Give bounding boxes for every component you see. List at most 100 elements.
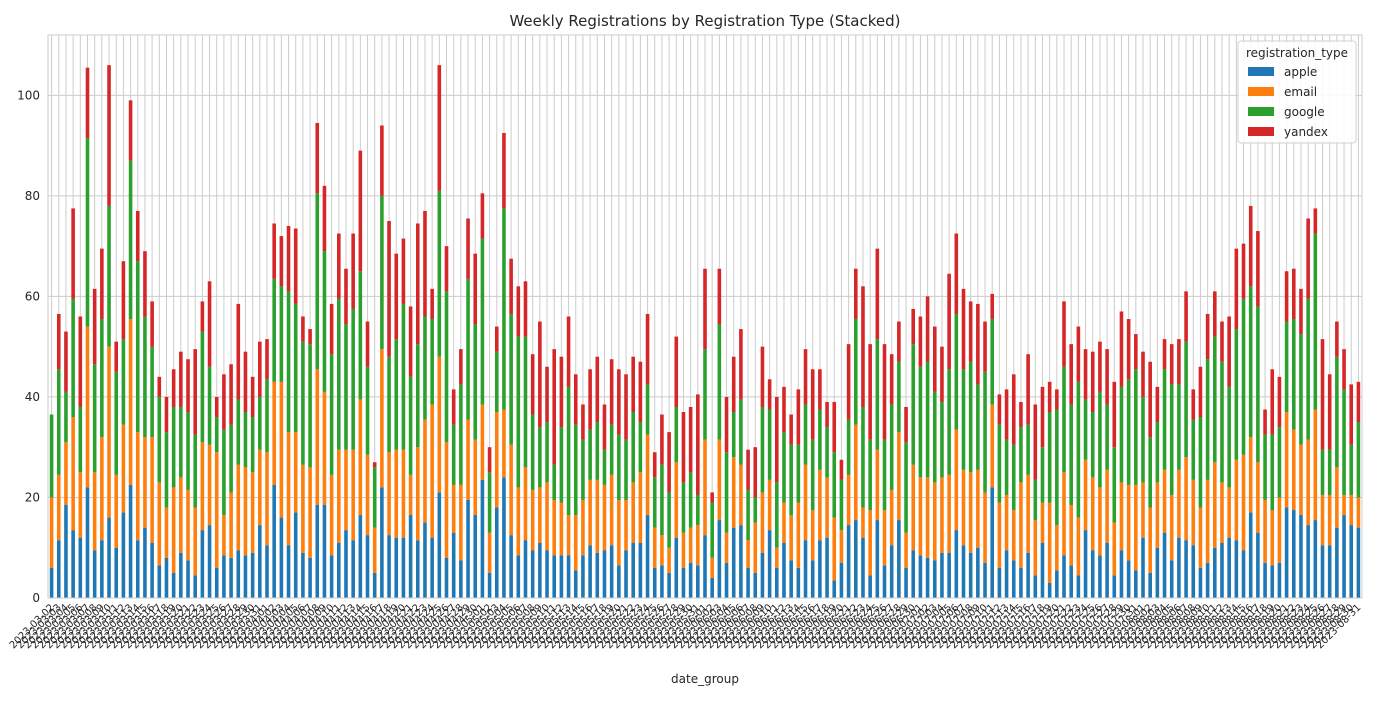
bar-segment <box>1062 366 1066 473</box>
bar-segment <box>1270 434 1275 511</box>
bar-segment <box>164 507 169 558</box>
bar-segment <box>1335 321 1339 357</box>
bar-segment <box>1356 497 1361 528</box>
bar-segment <box>645 384 650 435</box>
bar-segment <box>444 291 449 443</box>
bar-segment <box>150 301 154 347</box>
bar-segment <box>832 580 837 598</box>
bar-segment <box>696 494 700 526</box>
bar-segment <box>1277 562 1282 598</box>
bar-segment <box>135 261 140 433</box>
bar-segment <box>1356 527 1361 598</box>
bar-segment <box>1191 419 1196 480</box>
bar-segment <box>78 316 83 407</box>
bar-segment <box>250 376 255 418</box>
bar-segment <box>1019 401 1023 428</box>
bar-segment <box>516 336 521 488</box>
bar-segment <box>861 286 865 407</box>
bar-segment <box>494 351 499 413</box>
bar-segment <box>767 379 772 410</box>
bar-segment <box>538 321 542 428</box>
bar-segment <box>437 190 442 357</box>
bar-segment <box>250 552 255 598</box>
bar-segment <box>509 313 513 445</box>
bar-segment <box>1090 412 1095 478</box>
bar-segment <box>1026 424 1030 475</box>
bar-segment <box>581 499 585 556</box>
bar-segment <box>1263 409 1267 435</box>
bar-segment <box>1234 248 1239 330</box>
bar-segment <box>940 401 944 478</box>
bar-segment <box>1349 444 1354 495</box>
bar-segment <box>322 505 327 598</box>
bar-segment <box>1076 381 1081 518</box>
bar-segment <box>250 472 255 553</box>
bar-segment <box>279 381 284 518</box>
bar-segment <box>509 258 513 314</box>
bar-segment <box>329 474 334 556</box>
bar-segment <box>1227 487 1231 538</box>
bar-segment <box>1026 354 1030 425</box>
bar-segment <box>961 369 966 470</box>
bar-segment <box>437 492 442 598</box>
bar-segment <box>480 238 485 405</box>
x-axis-label: date_group <box>671 672 739 686</box>
bar-segment <box>1047 412 1052 503</box>
bar-segment <box>1213 547 1217 598</box>
bar-segment <box>932 391 937 483</box>
bar-segment <box>1134 484 1138 571</box>
bar-segment <box>1213 336 1217 463</box>
bar-segment <box>415 344 420 448</box>
bar-segment <box>222 429 226 516</box>
bar-segment <box>617 434 621 500</box>
bar-segment <box>925 477 930 558</box>
bars <box>49 65 1361 598</box>
bar-segment <box>437 65 442 191</box>
bar-segment <box>810 439 815 511</box>
bar-segment <box>1076 517 1081 576</box>
bar-segment <box>243 351 248 413</box>
legend-title: registration_type <box>1246 46 1348 60</box>
bar-segment <box>502 208 506 410</box>
bar-segment <box>1162 339 1167 370</box>
bar-segment <box>803 464 808 541</box>
bar-segment <box>92 472 97 551</box>
bar-segment <box>566 515 571 556</box>
bar-segment <box>186 412 190 490</box>
bar-segment <box>609 424 614 475</box>
bar-segment <box>947 552 951 598</box>
bar-segment <box>272 484 276 598</box>
bar-segment <box>56 474 61 541</box>
bar-segment <box>624 499 628 551</box>
bar-segment <box>918 316 923 367</box>
bar-segment <box>775 547 779 568</box>
bar-segment <box>760 346 765 407</box>
bar-segment <box>243 467 248 556</box>
bar-segment <box>1119 550 1124 598</box>
bar-segment <box>1241 550 1246 598</box>
bar-segment <box>696 525 700 566</box>
bar-segment <box>753 497 758 523</box>
bar-segment <box>394 537 399 598</box>
bar-segment <box>1148 361 1152 438</box>
bar-segment <box>1019 482 1023 568</box>
bar-segment <box>286 545 291 598</box>
bar-segment <box>222 515 226 556</box>
bar-segment <box>1134 369 1138 485</box>
bar-segment <box>523 336 528 468</box>
legend-label: email <box>1284 85 1317 99</box>
bar-segment <box>552 555 557 598</box>
bar-segment <box>272 381 276 485</box>
bar-segment <box>1069 565 1073 598</box>
bar-segment <box>1184 540 1188 598</box>
bar-segment <box>997 394 1002 425</box>
bar-segment <box>602 404 607 450</box>
bar-segment <box>236 303 241 400</box>
bar-segment <box>380 195 384 350</box>
bar-segment <box>1047 381 1052 413</box>
bar-segment <box>990 293 995 320</box>
bar-segment <box>775 396 779 483</box>
bar-segment <box>186 359 190 413</box>
bar-segment <box>983 321 987 372</box>
bar-segment <box>1205 562 1210 598</box>
